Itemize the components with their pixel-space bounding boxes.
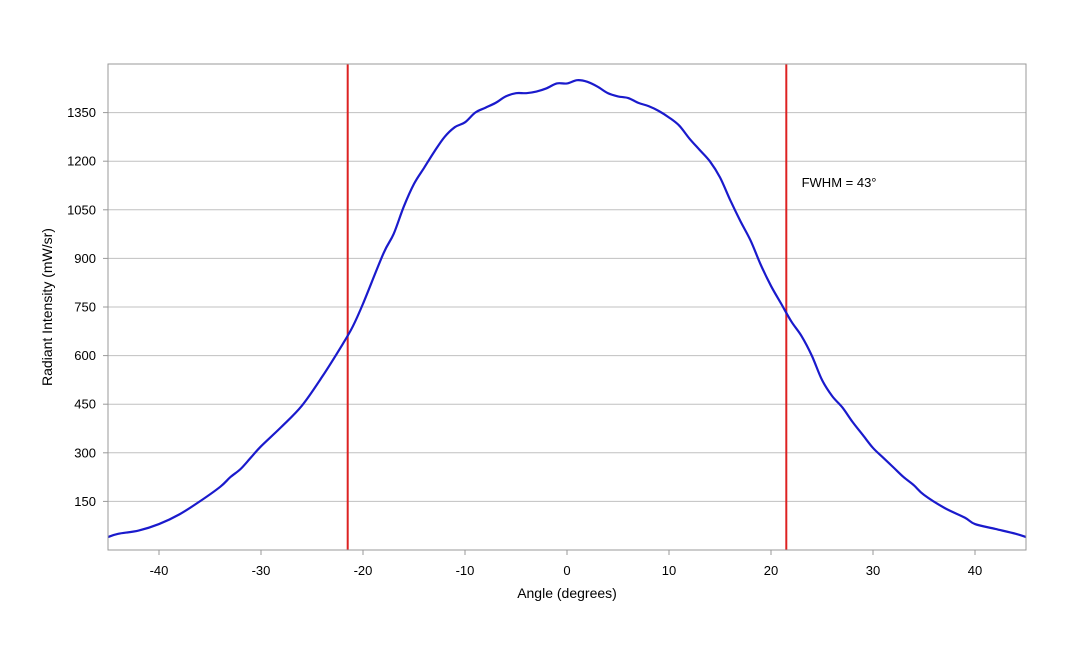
x-axis-ticks: -40 -30 -20 -10 0 10 20 30 40 [150, 550, 982, 578]
y-tick-label: 450 [74, 397, 96, 412]
x-tick-label: 30 [866, 563, 880, 578]
series-line [107, 79, 1027, 539]
y-tick-label: 1200 [67, 154, 96, 169]
y-axis-title: Radiant Intensity (mW/sr) [39, 228, 55, 386]
y-tick-label: 300 [74, 445, 96, 460]
y-tick-label: 600 [74, 348, 96, 363]
gridlines [108, 112, 1026, 502]
fwhm-annotation: FWHM = 43° [802, 175, 877, 190]
x-tick-label: 10 [662, 563, 676, 578]
y-tick-label: 1050 [67, 202, 96, 217]
x-axis-title: Angle (degrees) [517, 585, 617, 601]
x-tick-label: 20 [764, 563, 778, 578]
x-tick-label: -30 [252, 563, 271, 578]
y-tick-label: 900 [74, 251, 96, 266]
data-series [107, 79, 1027, 539]
x-tick-label: 40 [968, 563, 982, 578]
x-tick-label: -20 [354, 563, 373, 578]
fwhm-markers [346, 64, 788, 550]
y-tick-label: 150 [74, 494, 96, 509]
y-tick-label: 750 [74, 300, 96, 315]
x-tick-label: -10 [456, 563, 475, 578]
x-tick-label: 0 [563, 563, 570, 578]
annotations: FWHM = 43° [802, 175, 877, 190]
y-axis-ticks: 150 300 450 600 750 900 1050 1200 1350 [67, 105, 108, 509]
y-tick-label: 1350 [67, 105, 96, 120]
x-tick-label: -40 [150, 563, 169, 578]
